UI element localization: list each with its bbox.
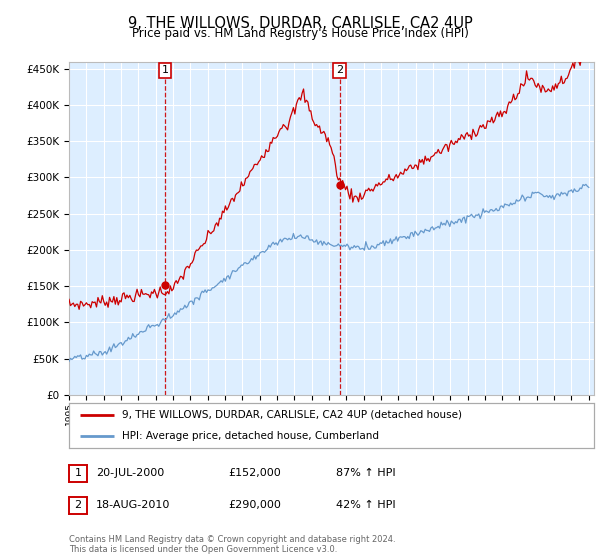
Text: HPI: Average price, detached house, Cumberland: HPI: Average price, detached house, Cumb… [121, 431, 379, 441]
Text: £290,000: £290,000 [228, 500, 281, 510]
Text: 18-AUG-2010: 18-AUG-2010 [96, 500, 170, 510]
Text: 20-JUL-2000: 20-JUL-2000 [96, 468, 164, 478]
Text: 1: 1 [74, 468, 82, 478]
Text: Price paid vs. HM Land Registry's House Price Index (HPI): Price paid vs. HM Land Registry's House … [131, 27, 469, 40]
Text: 9, THE WILLOWS, DURDAR, CARLISLE, CA2 4UP: 9, THE WILLOWS, DURDAR, CARLISLE, CA2 4U… [128, 16, 472, 31]
Text: 2: 2 [336, 66, 343, 75]
Text: 2: 2 [74, 500, 82, 510]
Text: 42% ↑ HPI: 42% ↑ HPI [336, 500, 395, 510]
Text: 87% ↑ HPI: 87% ↑ HPI [336, 468, 395, 478]
Text: £152,000: £152,000 [228, 468, 281, 478]
Text: 9, THE WILLOWS, DURDAR, CARLISLE, CA2 4UP (detached house): 9, THE WILLOWS, DURDAR, CARLISLE, CA2 4U… [121, 410, 461, 420]
Text: Contains HM Land Registry data © Crown copyright and database right 2024.
This d: Contains HM Land Registry data © Crown c… [69, 535, 395, 554]
Text: 1: 1 [161, 66, 169, 75]
